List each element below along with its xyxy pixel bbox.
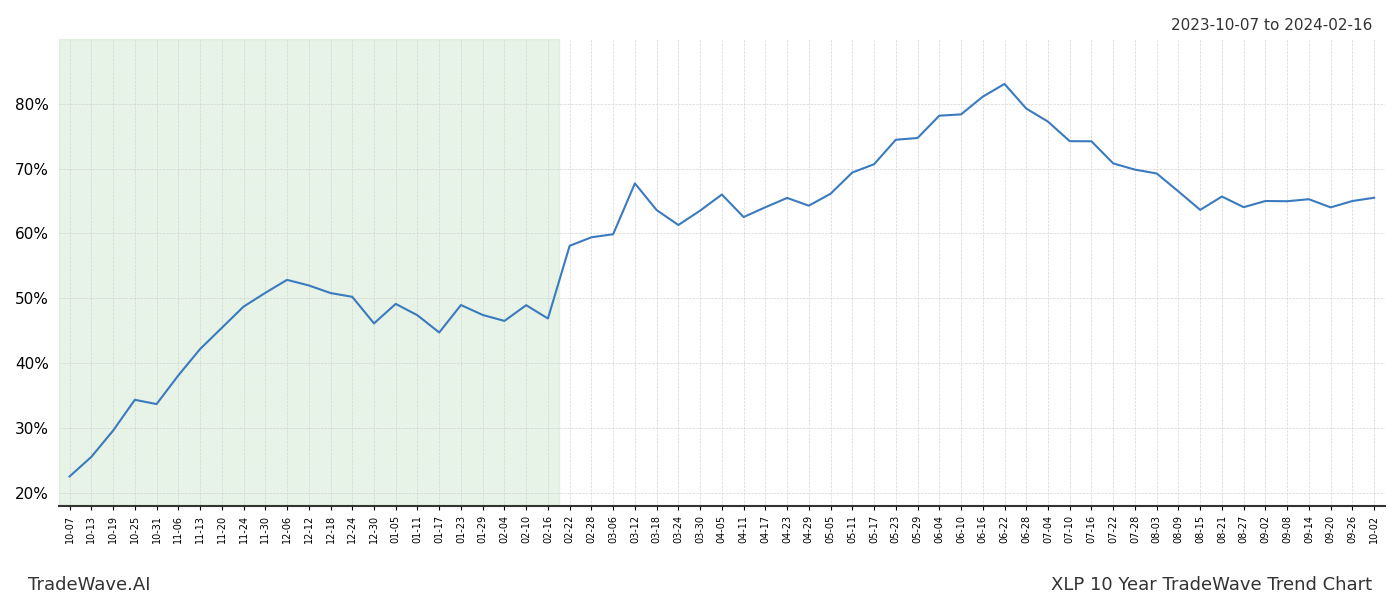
Text: TradeWave.AI: TradeWave.AI <box>28 576 151 594</box>
Text: 2023-10-07 to 2024-02-16: 2023-10-07 to 2024-02-16 <box>1170 18 1372 33</box>
Bar <box>59 39 559 506</box>
Text: XLP 10 Year TradeWave Trend Chart: XLP 10 Year TradeWave Trend Chart <box>1051 576 1372 594</box>
